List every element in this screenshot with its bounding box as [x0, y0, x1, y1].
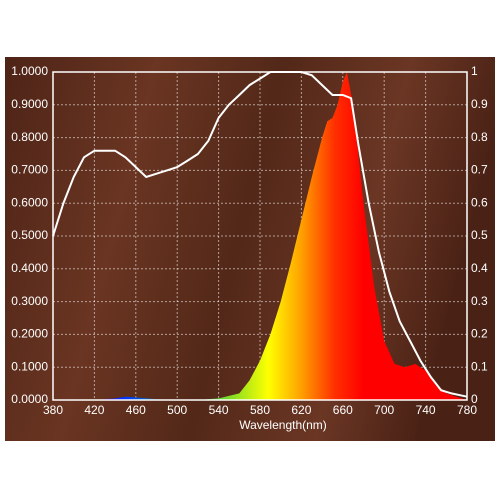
x-tick-label: 620: [291, 403, 311, 417]
y2-tick-label: 0.1: [471, 359, 488, 373]
x-tick-label: 420: [84, 403, 104, 417]
y2-tick-label: 0.5: [471, 228, 488, 242]
y-tick-label: 0.9000: [11, 97, 48, 111]
y2-tick-label: 0.3: [471, 294, 488, 308]
y2-tick-label: 0.2: [471, 327, 488, 341]
y-tick-label: 0.7000: [11, 163, 48, 177]
x-tick-label: 580: [250, 403, 270, 417]
curve-line: [52, 71, 468, 398]
x-tick-label: 540: [209, 403, 229, 417]
y-tick-label: 1.0000: [11, 64, 48, 78]
x-tick-label: 380: [43, 403, 63, 417]
x-tick-label: 740: [416, 403, 436, 417]
x-tick-label: 500: [167, 403, 187, 417]
spectrum-area: [53, 72, 467, 400]
y2-tick-label: 1: [471, 64, 478, 78]
x-tick-label: 700: [374, 403, 394, 417]
y-tick-label: 0.8000: [11, 130, 48, 144]
plot-frame: [52, 71, 468, 401]
y-tick-label: 0.5000: [11, 228, 48, 242]
y-tick-label: 0.3000: [11, 294, 48, 308]
y-tick-label: 0.2000: [11, 327, 48, 341]
plot: [52, 71, 468, 400]
y2-tick-label: 0.8: [471, 130, 488, 144]
y2-tick-label: 0.4: [471, 261, 488, 275]
x-tick-label: 460: [126, 403, 146, 417]
y2-tick-label: 0: [471, 392, 478, 406]
y2-tick-label: 0.7: [471, 163, 488, 177]
y2-tick-label: 0.9: [471, 97, 488, 111]
y2-tick-label: 0.6: [471, 195, 488, 209]
y-tick-label: 0.0000: [11, 392, 48, 406]
x-tick-label: 780: [457, 403, 477, 417]
y-tick-label: 0.6000: [11, 195, 48, 209]
y-tick-label: 0.4000: [11, 261, 48, 275]
x-axis-label: Wavelength(nm): [239, 418, 327, 432]
x-tick-label: 660: [333, 403, 353, 417]
y-tick-label: 0.1000: [11, 359, 48, 373]
